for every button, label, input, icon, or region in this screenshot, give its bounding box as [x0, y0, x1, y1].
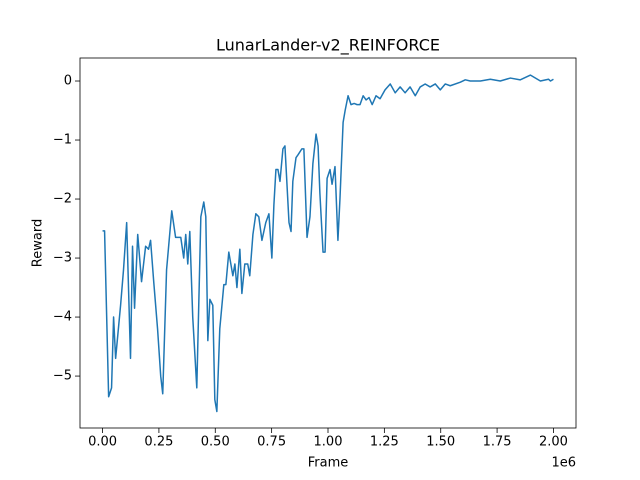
- x-offset-label: 1e6: [551, 456, 576, 471]
- axes-frame: [79, 57, 577, 429]
- x-tick-label: 0.50: [201, 435, 230, 450]
- x-tick-label: 2.00: [539, 435, 568, 450]
- y-tick-label: −1: [53, 133, 72, 148]
- x-axis-label: Frame: [308, 456, 349, 471]
- y-tick-label: −3: [53, 251, 72, 266]
- y-tick-label: 0: [64, 74, 72, 89]
- x-tick-label: 0.00: [88, 435, 117, 450]
- y-tick-label: −5: [53, 369, 72, 384]
- y-axis-label: Reward: [31, 219, 46, 267]
- y-tick-label: −4: [53, 310, 72, 325]
- chart-title: LunarLander-v2_REINFORCE: [216, 36, 440, 56]
- x-tick-label: 1.50: [426, 435, 455, 450]
- data-line: [102, 74, 554, 413]
- x-tick-label: 1.75: [483, 435, 512, 450]
- x-tick-label: 0.25: [144, 435, 173, 450]
- y-tick-label: −2: [53, 192, 72, 207]
- x-tick-label: 0.75: [257, 435, 286, 450]
- x-tick-label: 1.00: [314, 435, 343, 450]
- x-tick-label: 1.25: [370, 435, 399, 450]
